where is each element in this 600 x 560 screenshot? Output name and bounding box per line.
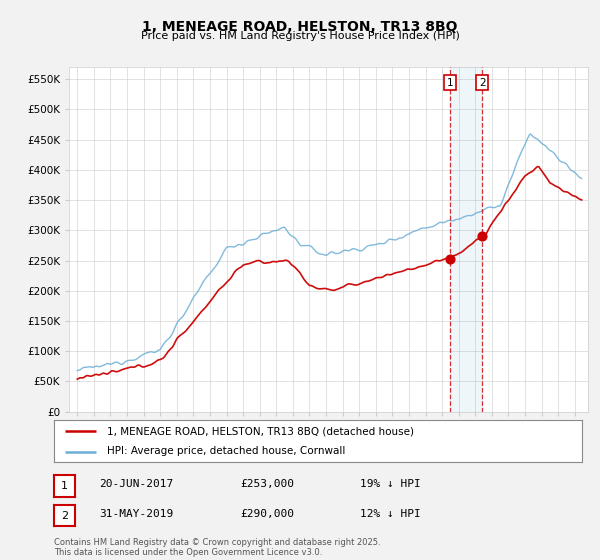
Point [445,254,455,263]
Text: 2: 2 [479,77,485,87]
Text: 1: 1 [61,481,68,491]
Point [478,232,487,241]
Text: 1: 1 [446,77,453,87]
Text: HPI: Average price, detached house, Cornwall: HPI: Average price, detached house, Corn… [107,446,345,456]
Bar [450,67,482,412]
Text: 12% ↓ HPI: 12% ↓ HPI [360,509,421,519]
Text: 2: 2 [61,511,68,521]
Text: £290,000: £290,000 [240,509,294,519]
Text: 1, MENEAGE ROAD, HELSTON, TR13 8BQ: 1, MENEAGE ROAD, HELSTON, TR13 8BQ [142,20,458,34]
Text: 19% ↓ HPI: 19% ↓ HPI [360,479,421,489]
Text: 31-MAY-2019: 31-MAY-2019 [99,509,173,519]
Text: Contains HM Land Registry data © Crown copyright and database right 2025.
This d: Contains HM Land Registry data © Crown c… [54,538,380,557]
Text: £253,000: £253,000 [240,479,294,489]
Text: Price paid vs. HM Land Registry's House Price Index (HPI): Price paid vs. HM Land Registry's House … [140,31,460,41]
Text: 1, MENEAGE ROAD, HELSTON, TR13 8BQ (detached house): 1, MENEAGE ROAD, HELSTON, TR13 8BQ (deta… [107,426,414,436]
Text: 20-JUN-2017: 20-JUN-2017 [99,479,173,489]
